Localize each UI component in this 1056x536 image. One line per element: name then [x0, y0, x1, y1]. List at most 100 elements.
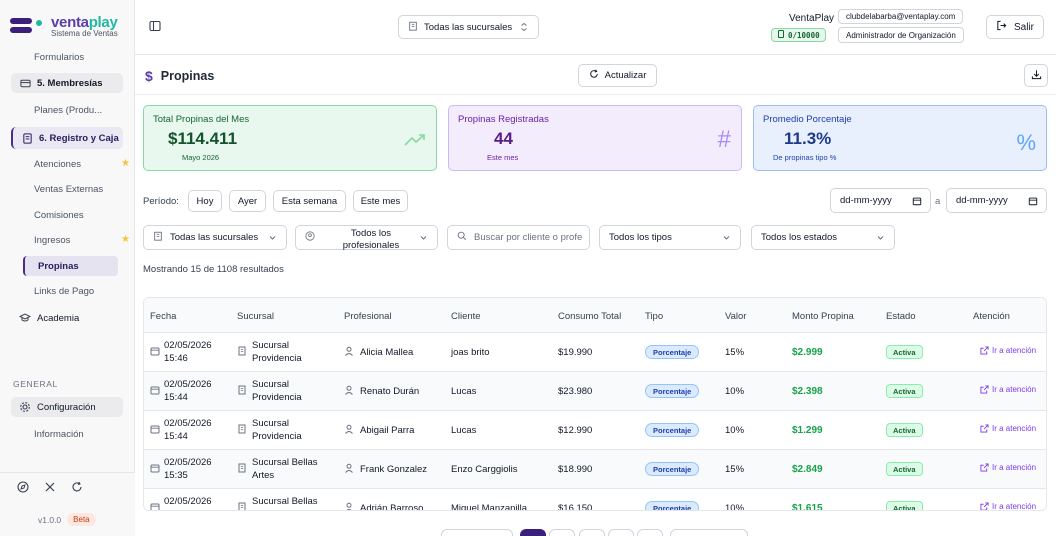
sidebar-item-atenciones[interactable]: Atenciones [34, 159, 82, 170]
download-button[interactable] [1024, 64, 1048, 87]
filter-type-select[interactable]: Todos los tipos [599, 225, 741, 250]
pagination-page-button[interactable] [549, 529, 575, 536]
trending-up-icon [404, 130, 426, 153]
status-badge: Activa [886, 462, 923, 476]
date-to-input[interactable]: dd-mm-yyyy [946, 188, 1047, 213]
sidebar-item-informacion[interactable]: Información [34, 429, 84, 440]
sidebar-item-configuracion[interactable]: Configuración [11, 397, 123, 417]
table-row: 02/05/2026 Sucursal Bellas Adrián Barros… [144, 489, 1046, 511]
stat-card-title: Propinas Registradas [458, 114, 549, 125]
branch-selector[interactable]: Todas las sucursales [398, 15, 539, 39]
stat-card-value: 44 [494, 129, 513, 148]
dollar-icon: $ [145, 68, 153, 84]
calendar-icon [150, 425, 160, 434]
divider [135, 94, 1056, 95]
logout-button[interactable]: Salir [986, 15, 1044, 39]
go-to-attention-link[interactable]: Ir a atención [980, 385, 1036, 394]
column-header-cliente[interactable]: Cliente [451, 311, 481, 322]
ventaplay-logo[interactable]: ventaplay Sistema de Ventas [10, 14, 130, 38]
tools-icon[interactable] [44, 481, 56, 493]
column-header-valor[interactable]: Valor [725, 311, 747, 322]
date-range-separator: a [935, 196, 941, 207]
pagination-page-button[interactable] [637, 529, 663, 536]
go-to-attention-link[interactable]: Ir a atención [980, 346, 1036, 355]
column-header-fecha[interactable]: Fecha [150, 311, 177, 322]
sidebar-item-membresias[interactable]: 5. Membresías [11, 73, 123, 93]
search-input[interactable]: Buscar por cliente o profe [447, 225, 590, 250]
date-to-value: dd-mm-yyyy [956, 195, 1008, 206]
sidebar-item-planes[interactable]: Planes (Produ... [34, 105, 103, 116]
go-to-attention-link[interactable]: Ir a atención [980, 463, 1036, 472]
chevron-up-down-icon [520, 22, 528, 35]
period-this-month-button[interactable]: Este mes [353, 190, 408, 212]
pagination-page-button[interactable] [520, 529, 546, 536]
star-icon[interactable]: ★ [121, 234, 130, 245]
pagination-next-button[interactable] [670, 529, 748, 536]
download-icon [1031, 69, 1042, 83]
sidebar-item-registro-caja[interactable]: 6. Registro y Caja [11, 127, 123, 149]
cell-branch: Sucursal Bellas Artes [252, 457, 318, 481]
table-header: Fecha Sucursal Profesional Cliente Consu… [144, 298, 1046, 333]
column-header-tipo[interactable]: Tipo [645, 311, 664, 322]
filter-branch-select[interactable]: Todas las sucursales [143, 225, 287, 250]
period-this-week-button[interactable]: Esta semana [273, 190, 346, 212]
cell-client: Miguel Manzanilla [451, 503, 528, 511]
column-header-atencion[interactable]: Atención [973, 311, 1010, 322]
column-header-monto-propina[interactable]: Monto Propina [792, 311, 854, 322]
graduation-cap-icon [19, 312, 31, 324]
date-from-input[interactable]: dd-mm-yyyy [830, 188, 931, 213]
sidebar-toggle-icon[interactable] [149, 20, 163, 34]
user-name: VentaPlay [789, 13, 835, 24]
building-icon [238, 385, 246, 395]
refresh-button[interactable]: Actualizar [578, 64, 657, 87]
cell-professional: Alicia Mallea [360, 347, 414, 358]
building-icon [238, 463, 246, 473]
external-link-icon [980, 463, 989, 472]
filter-status-value: Todos los estados [761, 232, 838, 243]
refresh-icon[interactable] [71, 481, 83, 493]
sidebar-item-ingresos[interactable]: Ingresos [34, 235, 71, 246]
go-to-attention-link[interactable]: Ir a atención [980, 502, 1036, 510]
user-icon [345, 346, 353, 356]
column-header-sucursal[interactable]: Sucursal [237, 311, 274, 322]
register-icon [21, 132, 33, 144]
sidebar-item-ventas-externas[interactable]: Ventas Externas [34, 184, 104, 195]
tipo-badge: Porcentaje [645, 345, 700, 359]
sidebar-item-academia[interactable]: Academia [11, 308, 123, 328]
hash-icon: # [717, 126, 731, 153]
pagination-previous-button[interactable] [441, 529, 513, 536]
sidebar-item-propinas[interactable]: Propinas [23, 256, 118, 276]
main-content: $ Propinas Actualizar Total Propinas del… [135, 56, 1056, 536]
stat-card-value: 11.3% [784, 129, 832, 148]
sidebar-footer: v1.0.0 Beta [0, 472, 135, 536]
sidebar-item-formularios[interactable]: Formularios [34, 52, 85, 63]
version-label: v1.0.0 [38, 514, 62, 525]
column-header-consumo-total[interactable]: Consumo Total [558, 311, 622, 322]
sidebar-item-comisiones[interactable]: Comisiones [34, 210, 84, 221]
period-today-button[interactable]: Hoy [188, 190, 222, 212]
go-to-attention-link[interactable]: Ir a atención [980, 424, 1036, 433]
filter-type-value: Todos los tipos [609, 232, 672, 243]
compass-icon[interactable] [17, 481, 29, 493]
calendar-icon [150, 464, 160, 473]
cell-client: joas brito [451, 347, 490, 358]
pagination-page-button[interactable] [579, 529, 605, 536]
external-link-icon [980, 346, 989, 355]
user-icon [346, 502, 352, 510]
period-yesterday-button[interactable]: Ayer [229, 190, 266, 212]
filter-status-select[interactable]: Todos los estados [751, 225, 895, 250]
external-link-icon [980, 502, 989, 510]
sidebar-item-links-de-pago[interactable]: Links de Pago [34, 286, 95, 297]
status-badge: Activa [886, 345, 923, 359]
column-header-estado[interactable]: Estado [886, 311, 916, 322]
column-header-profesional[interactable]: Profesional [344, 311, 392, 322]
star-icon[interactable]: ★ [121, 158, 130, 169]
page-title-text: Propinas [160, 69, 215, 83]
beta-badge: Beta [67, 513, 96, 526]
chevron-down-icon [268, 233, 277, 245]
section-label-general: GENERAL [13, 379, 58, 389]
cell-professional: Frank Gonzalez [360, 464, 428, 475]
filter-professional-select[interactable]: Todos los profesionales [295, 225, 438, 251]
pagination-page-button[interactable] [608, 529, 634, 536]
sidebar-nav: Formularios 5. Membresías Planes (Produ.… [0, 49, 135, 469]
